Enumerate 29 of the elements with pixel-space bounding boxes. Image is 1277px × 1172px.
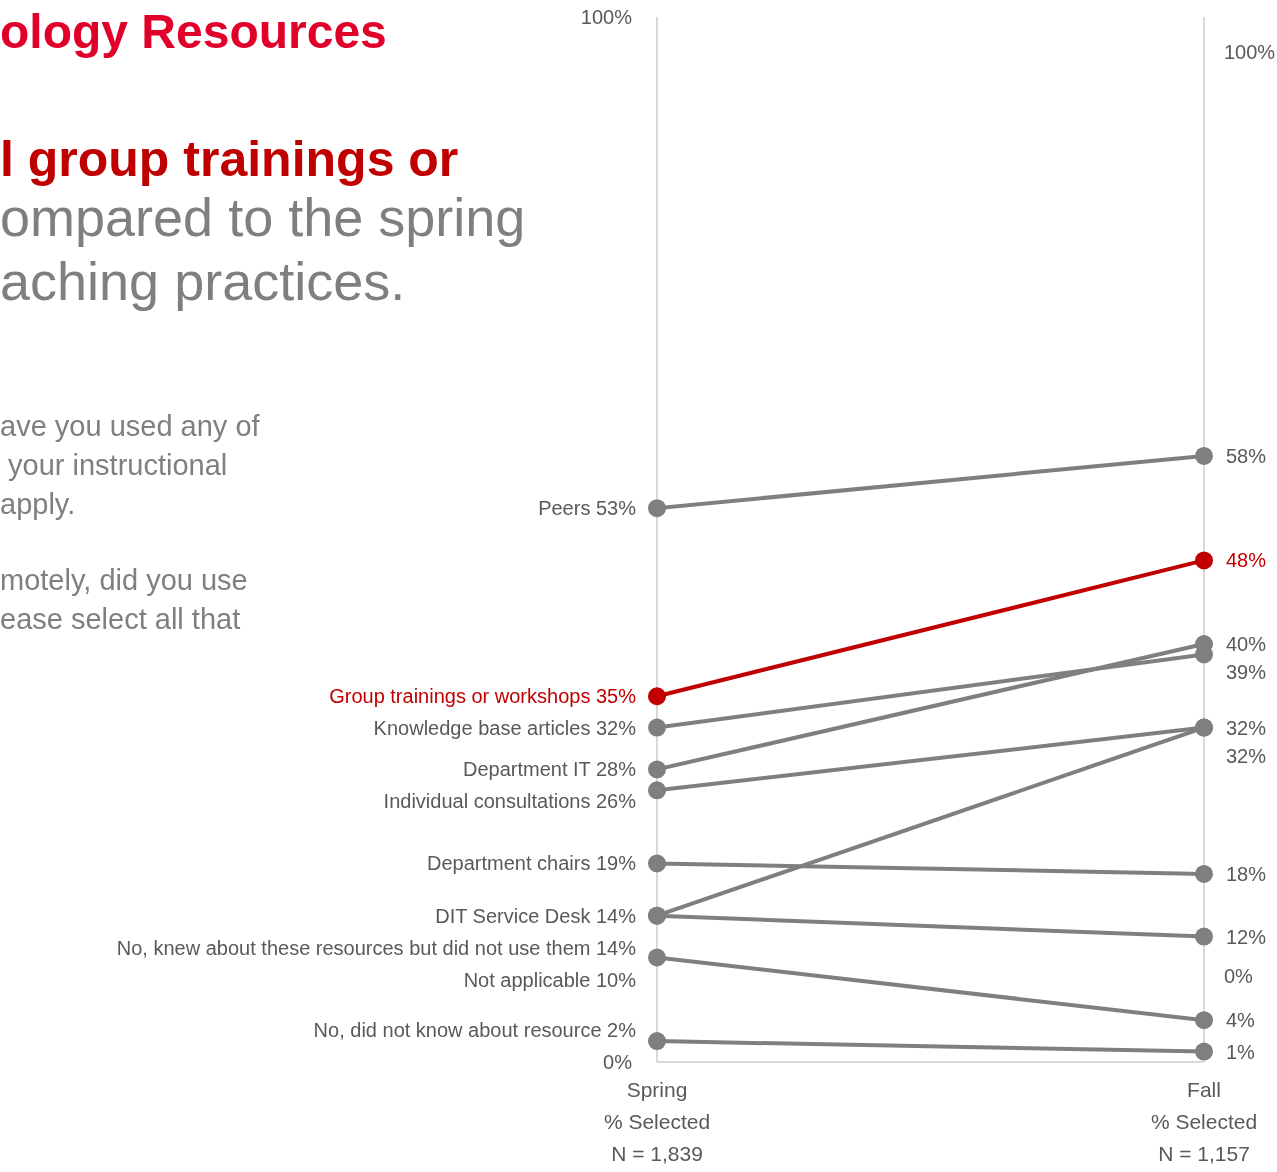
data-label: 12%	[1226, 925, 1267, 948]
data-label: 32%	[1226, 716, 1267, 739]
data-label: 4%	[1226, 1009, 1256, 1032]
text: Knowledge base articles 32%	[373, 717, 636, 740]
data-label: 32%	[1226, 744, 1267, 767]
text: No, did not know about resource 2%	[313, 1019, 636, 1041]
x-tick-label: Fall % Selected N = 1,157	[1150, 1078, 1258, 1165]
x-tick-label: Spring % Selected N = 1,839	[603, 1078, 711, 1165]
text: No, knew about these resources but did not use them 14%	[116, 936, 636, 959]
text: DIT Service Desk 14%	[435, 904, 636, 927]
chart-title: ology Resources	[0, 5, 387, 58]
text: Individual consultations 26%	[383, 790, 636, 813]
text: motely, did you use ease select all that	[0, 564, 248, 635]
data-label: 18%	[1226, 862, 1267, 885]
text: Department chairs 19%	[427, 852, 636, 875]
y2-tick-label: 100%	[1224, 41, 1276, 64]
text: Not applicable 10%	[463, 968, 636, 991]
y2-tick-label: 0%	[1224, 965, 1254, 988]
data-label: 40%	[1226, 633, 1267, 655]
data-label: 1%	[1226, 1040, 1256, 1063]
annotation: ompared to the spring aching practices.	[0, 187, 526, 311]
text: Department IT 28%	[462, 758, 636, 781]
text: Peers 53%	[538, 497, 636, 520]
text: l group trainings or	[0, 131, 459, 187]
data-label: 39%	[1226, 661, 1267, 683]
text: Group trainings or workshops 35%	[329, 685, 636, 708]
text: ave you used any of your instructional apply.	[0, 410, 261, 520]
data-label: 48%	[1226, 549, 1267, 572]
data-label: 58%	[1226, 444, 1267, 467]
